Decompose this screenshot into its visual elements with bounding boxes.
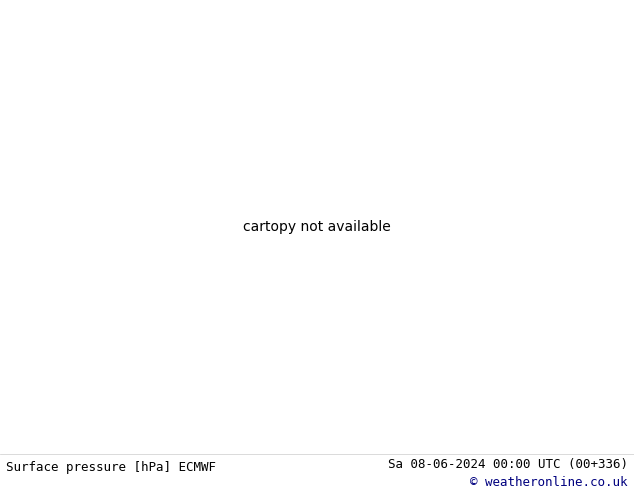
Text: cartopy not available: cartopy not available [243,220,391,234]
Text: Sa 08-06-2024 00:00 UTC (00+336): Sa 08-06-2024 00:00 UTC (00+336) [387,458,628,470]
Text: Surface pressure [hPa] ECMWF: Surface pressure [hPa] ECMWF [6,461,216,474]
Text: © weatheronline.co.uk: © weatheronline.co.uk [470,476,628,489]
